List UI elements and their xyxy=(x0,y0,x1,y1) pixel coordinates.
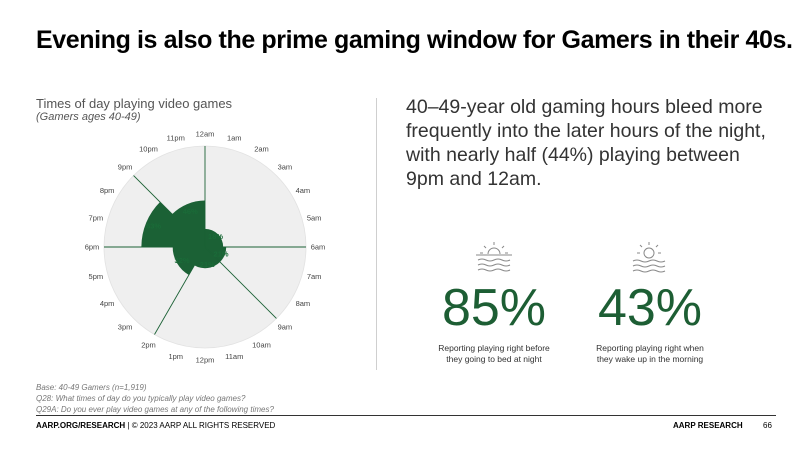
data-label-6pm-9pm: 63% xyxy=(146,221,161,230)
data-label-9pm-12am: 46% xyxy=(183,207,198,216)
hour-label-10am: 10am xyxy=(252,340,271,349)
footnotes: Base: 40-49 Gamers (n=1,919) Q28: What t… xyxy=(36,382,274,415)
bar-2pm-6pm xyxy=(172,247,205,275)
sunrise-icon xyxy=(632,242,666,273)
footer-divider xyxy=(36,415,776,416)
vertical-divider xyxy=(376,98,377,370)
page-number: 66 xyxy=(763,421,772,430)
hour-label-12am: 12am xyxy=(196,130,215,139)
hour-label-2pm: 2pm xyxy=(141,340,156,349)
hour-label-9pm: 9pm xyxy=(118,163,133,172)
radial-time-chart: 12am 1am 2am 3am 4am 5am 6am 7am 8am 9am 10am 11am 1… xyxy=(85,130,326,365)
bar-9pm-12am xyxy=(172,200,205,247)
hour-label-3am: 3am xyxy=(278,163,293,172)
segment-divider-9pm xyxy=(133,175,206,248)
bar-6pm-9pm xyxy=(141,202,205,247)
hour-label-1pm: 1pm xyxy=(168,352,183,361)
hour-label-12pm: 12pm xyxy=(196,356,215,365)
hour-label-7pm: 7pm xyxy=(89,213,104,222)
chart-title: Times of day playing video games xyxy=(36,96,233,111)
footer-site: AARP.ORG/RESEARCH xyxy=(36,421,126,430)
data-label-2pm-6pm: 32% xyxy=(175,256,190,265)
slide-title: Evening is also the prime gaming window … xyxy=(36,26,793,54)
hour-label-3pm: 3pm xyxy=(118,323,133,332)
hour-label-9am: 9am xyxy=(278,323,293,332)
footer-brand: AARP RESEARCH xyxy=(673,421,743,430)
stat-bedtime-description: Reporting playing right before they goin… xyxy=(438,343,550,364)
stat-bedtime-value: 85% xyxy=(441,279,547,337)
footnote-base: Base: 40-49 Gamers (n=1,919) xyxy=(36,383,147,392)
footnote-q29a: Q29A: Do you ever play video games at an… xyxy=(36,405,274,414)
hour-label-4pm: 4pm xyxy=(100,299,115,308)
hour-label-5am: 5am xyxy=(307,213,322,222)
bar-9am-2pm xyxy=(194,247,220,269)
footer-copyright: AARP.ORG/RESEARCH | © 2023 AARP ALL RIGH… xyxy=(36,421,275,430)
bar-12am-6am xyxy=(205,228,224,247)
data-label-12am-6am: 18% xyxy=(208,232,223,241)
moonset-icon xyxy=(476,242,512,272)
hour-label-1am: 1am xyxy=(227,133,242,142)
footer-rights: | © 2023 AARP ALL RIGHTS RESERVED xyxy=(125,421,276,430)
bar-6am-9am xyxy=(205,247,227,262)
stat-wakeup-value: 43% xyxy=(597,279,703,337)
footnote-q28: Q28: What times of day do you typically … xyxy=(36,394,246,403)
hour-label-10pm: 10pm xyxy=(139,145,158,154)
hour-label-4am: 4am xyxy=(296,186,311,195)
hour-label-2am: 2am xyxy=(254,145,269,154)
hour-label-6pm: 6pm xyxy=(85,243,100,252)
hour-label-7am: 7am xyxy=(307,272,322,281)
data-label-9am-2pm: 21% xyxy=(200,260,215,269)
hour-label-11pm: 11pm xyxy=(167,133,185,142)
hour-label-11am: 11am xyxy=(225,352,243,361)
hour-label-6am: 6am xyxy=(311,243,326,252)
data-label-6am-9am: 21% xyxy=(214,249,229,258)
stat-wakeup-description: Reporting playing right when they wake u… xyxy=(596,343,704,364)
headline-text: 40–49-year old gaming hours bleed more f… xyxy=(406,96,766,190)
segment-divider-2pm xyxy=(154,246,206,335)
chart-subtitle: (Gamers ages 40-49) xyxy=(36,111,141,123)
hour-label-8pm: 8pm xyxy=(100,186,115,195)
hour-label-5pm: 5pm xyxy=(89,272,104,281)
segment-divider-9am xyxy=(204,246,277,319)
hour-label-8am: 8am xyxy=(296,299,311,308)
